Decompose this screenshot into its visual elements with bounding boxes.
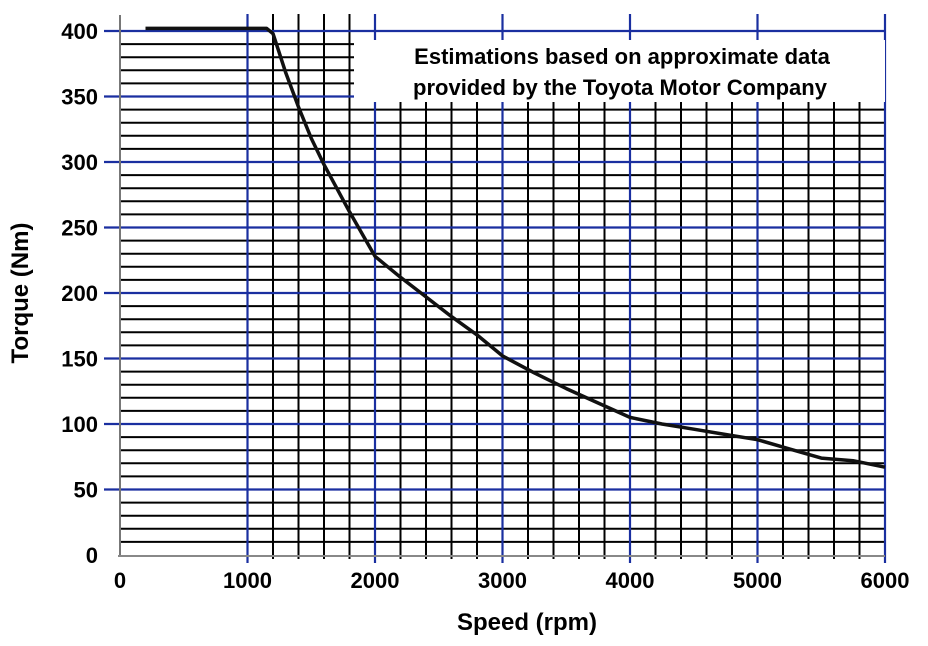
- y-tick-label: 350: [61, 85, 98, 110]
- y-tick-label: 200: [61, 281, 98, 306]
- y-tick-label: 150: [61, 347, 98, 372]
- grid: [104, 14, 887, 563]
- x-tick-label: 6000: [861, 568, 910, 593]
- x-tick-label: 3000: [478, 568, 527, 593]
- y-tick-label: 50: [74, 478, 98, 503]
- y-axis-label: Torque (Nm): [7, 223, 34, 364]
- x-axis-label: Speed (rpm): [457, 609, 597, 636]
- annotation-background: [354, 40, 885, 102]
- annotation-line-2: provided by the Toyota Motor Company: [413, 75, 828, 100]
- y-tick-label: 100: [61, 412, 98, 437]
- x-tick-label: 0: [114, 568, 126, 593]
- x-tick-label: 5000: [733, 568, 782, 593]
- y-tick-label: 400: [61, 19, 98, 44]
- x-tick-label: 1000: [223, 568, 272, 593]
- y-tick-label: 300: [61, 150, 98, 175]
- annotation-line-1: Estimations based on approximate data: [414, 44, 830, 69]
- torque-curve: [145, 26, 886, 469]
- y-tick-label: 250: [61, 216, 98, 241]
- x-tick-label: 4000: [606, 568, 655, 593]
- x-tick-label: 2000: [351, 568, 400, 593]
- y-tick-label: 0: [86, 543, 98, 568]
